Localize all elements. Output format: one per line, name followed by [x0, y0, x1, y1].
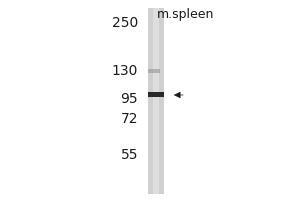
Text: 55: 55 — [121, 148, 138, 162]
Bar — [153, 8, 159, 194]
Text: 72: 72 — [121, 112, 138, 126]
Text: 130: 130 — [112, 64, 138, 78]
Text: m.spleen: m.spleen — [157, 8, 215, 21]
Text: 95: 95 — [120, 92, 138, 106]
Bar — [148, 92, 164, 97]
Bar — [148, 8, 164, 194]
Bar — [148, 69, 160, 73]
Text: 250: 250 — [112, 16, 138, 30]
